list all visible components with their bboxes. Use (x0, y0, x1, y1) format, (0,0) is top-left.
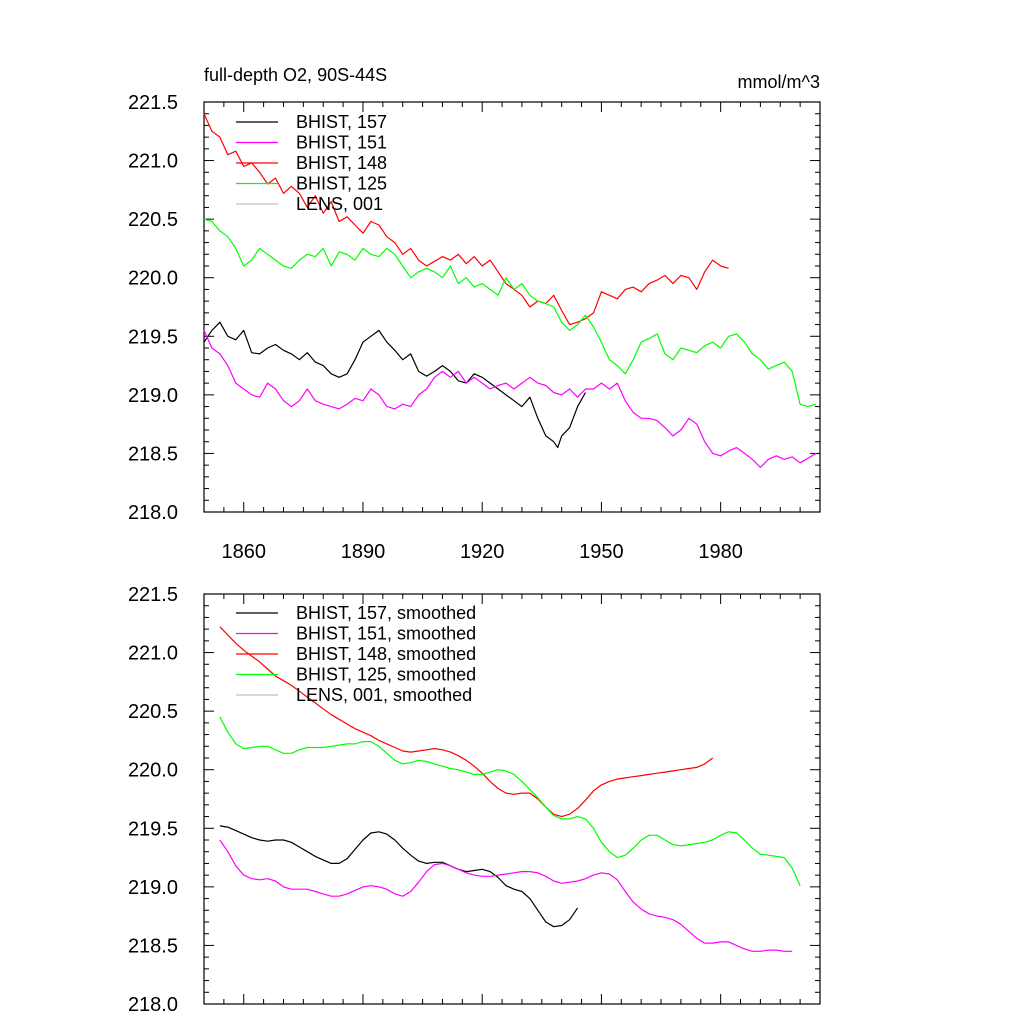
bottom-legend-label-3: BHIST, 125, smoothed (296, 665, 476, 685)
top-series-line-1 (203, 330, 817, 469)
bottom-legend-label-0: BHIST, 157, smoothed (296, 603, 476, 623)
bottom-legend-label-1: BHIST, 151, smoothed (296, 624, 476, 644)
top-legend-label-4: LENS, 001 (296, 194, 383, 214)
top-y-tick-label: 218.0 (128, 502, 178, 524)
units-label: mmol/m^3 (738, 72, 820, 92)
top-y-tick-label: 219.0 (128, 385, 178, 407)
bottom-series-line-3 (219, 716, 801, 886)
top-legend-label-2: BHIST, 148 (296, 153, 387, 173)
top-x-tick-label: 1890 (341, 541, 386, 563)
bottom-series-line-2 (219, 626, 714, 818)
top-series-line-0 (203, 321, 587, 449)
bottom-y-tick-label: 220.0 (128, 760, 178, 782)
bottom-panel: 218.0 218.5 219.0 219.5 220.0 220.5 221.0 221.5… (128, 584, 821, 1016)
top-x-tick-label: 1980 (698, 541, 743, 563)
bottom-y-tick-label: 221.5 (128, 584, 178, 606)
top-legend-label-0: BHIST, 157 (296, 112, 387, 132)
top-plot-frame (203, 101, 821, 513)
top-series-line-3 (203, 218, 817, 408)
top-y-tick-label: 218.5 (128, 443, 178, 465)
top-y-tick-label: 220.5 (128, 209, 178, 231)
top-series-line-2 (203, 113, 729, 326)
bottom-y-tick-label: 218.0 (128, 994, 178, 1016)
top-panel: 218.0 218.5 219.0 219.5 220.0 220.5 221.0 221.5… (128, 92, 821, 563)
top-y-tick-label: 221.5 (128, 92, 178, 114)
bottom-y-tick-label: 218.5 (128, 935, 178, 957)
top-y-tick-label: 219.5 (128, 326, 178, 348)
top-y-tick-label: 220.0 (128, 268, 178, 290)
top-x-tick-label: 1920 (460, 541, 505, 563)
top-x-tick-label: 1950 (579, 541, 624, 563)
bottom-y-tick-label: 220.5 (128, 701, 178, 723)
bottom-plot-frame (203, 593, 821, 1005)
chart-title: full-depth O2, 90S-44S (204, 65, 387, 85)
bottom-legend-label-4: LENS, 001, smoothed (296, 685, 472, 705)
top-x-tick-label: 1860 (221, 541, 266, 563)
bottom-legend-label-2: BHIST, 148, smoothed (296, 644, 476, 664)
bottom-y-tick-label: 221.0 (128, 643, 178, 665)
bottom-series-line-0 (219, 825, 579, 928)
top-y-tick-label: 221.0 (128, 151, 178, 173)
bottom-y-tick-label: 219.0 (128, 877, 178, 899)
top-legend-label-3: BHIST, 125 (296, 174, 387, 194)
top-legend-label-1: BHIST, 151 (296, 133, 387, 153)
bottom-series-line-1 (219, 839, 793, 952)
bottom-y-tick-label: 219.5 (128, 818, 178, 840)
